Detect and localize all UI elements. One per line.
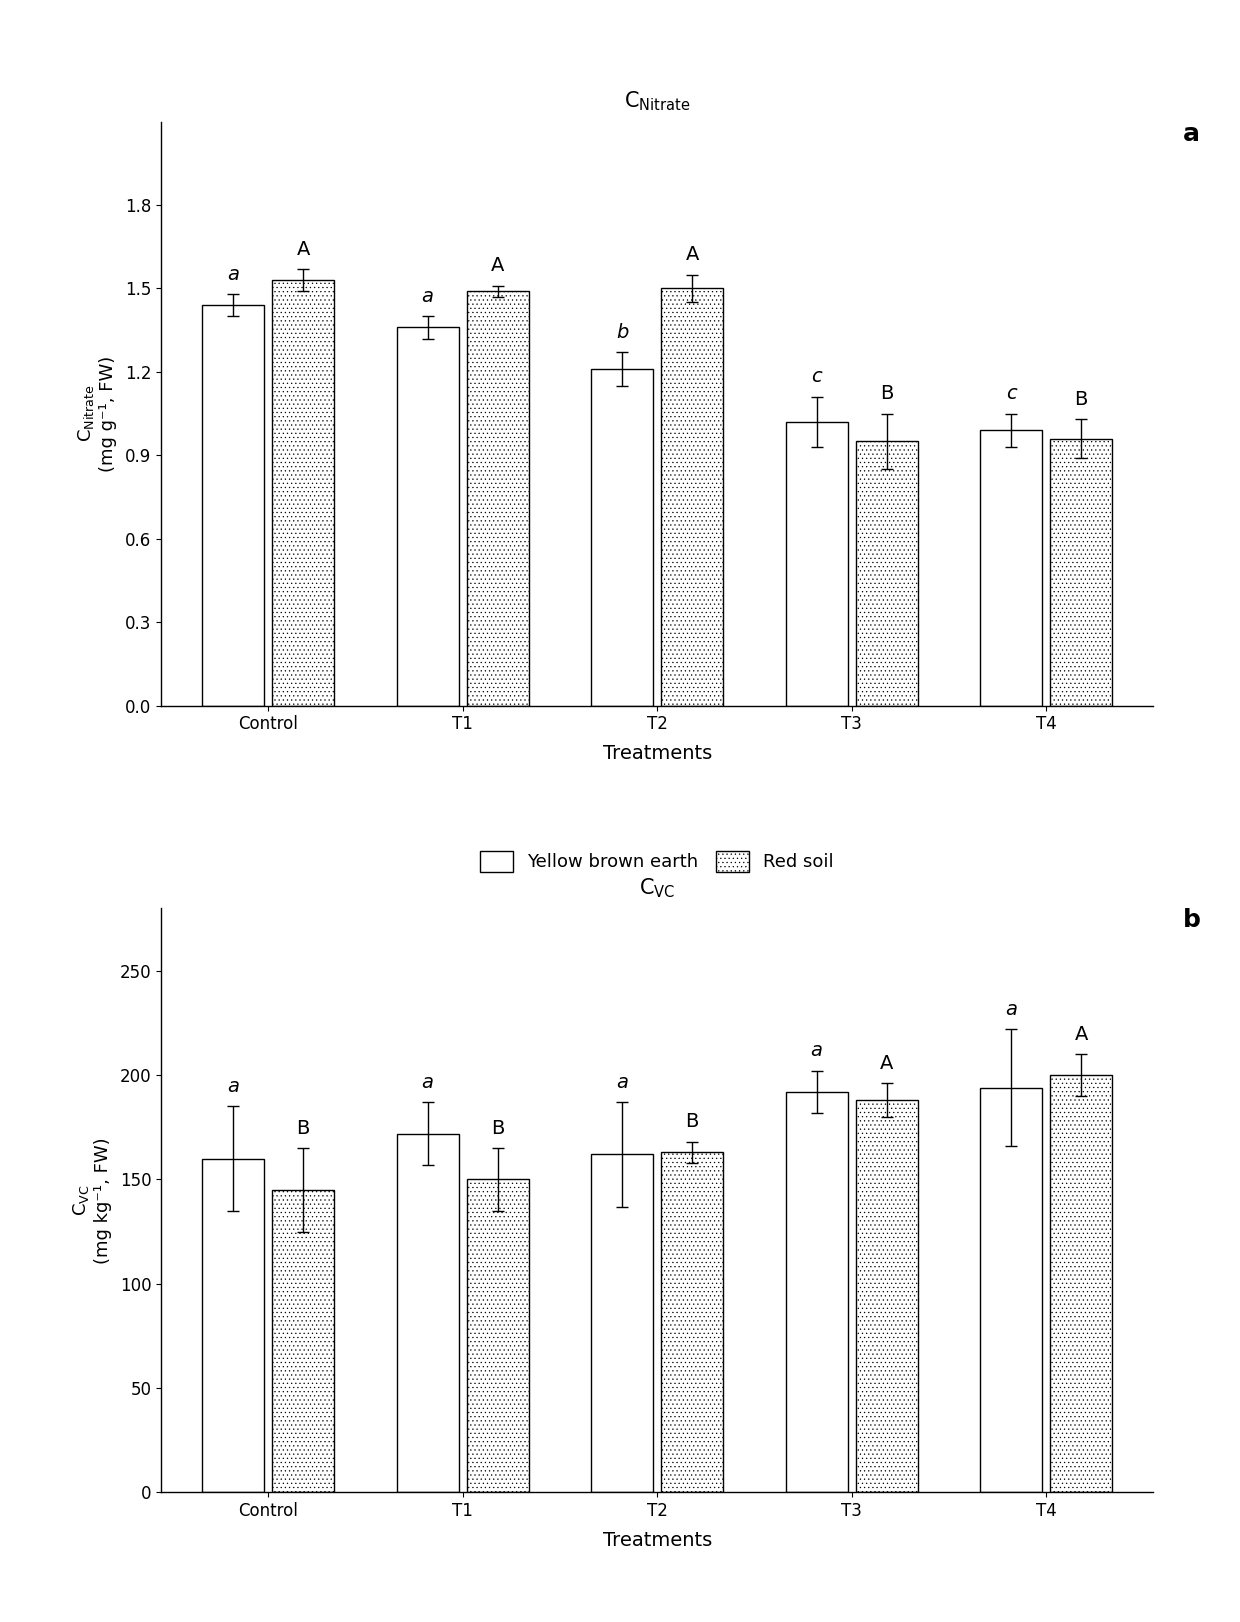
Text: b: b [616, 323, 629, 342]
Bar [1050, 438, 1112, 706]
Y-axis label: $\mathregular{C_{Nitrate}}$
(mg g⁻¹, FW): $\mathregular{C_{Nitrate}}$ (mg g⁻¹, FW) [76, 355, 117, 472]
Text: a: a [227, 264, 239, 284]
Text: B: B [491, 1119, 505, 1137]
Text: a: a [1006, 999, 1017, 1019]
Text: a: a [227, 1077, 239, 1096]
Legend: Yellow brown earth, Red soil: Yellow brown earth, Red soil [480, 852, 835, 871]
Text: A: A [491, 256, 505, 276]
Bar [591, 370, 653, 706]
Bar [856, 441, 918, 706]
Text: c: c [1006, 384, 1017, 404]
Bar [661, 289, 723, 706]
Text: A: A [686, 245, 699, 264]
X-axis label: Treatments: Treatments [603, 744, 712, 764]
Text: a: a [1183, 122, 1200, 146]
Bar [661, 1152, 723, 1492]
Text: a: a [422, 1072, 434, 1092]
Text: a: a [811, 1041, 822, 1061]
Text: A: A [296, 240, 310, 258]
Bar [466, 292, 528, 706]
Bar [272, 281, 335, 706]
X-axis label: Treatments: Treatments [603, 1531, 712, 1551]
Text: b: b [1183, 908, 1200, 933]
Text: a: a [422, 287, 434, 307]
Text: A: A [1075, 1025, 1087, 1045]
Bar [980, 430, 1043, 706]
Text: c: c [811, 368, 822, 386]
Bar [591, 1155, 653, 1492]
Title: $\mathregular{C_{VC}}$: $\mathregular{C_{VC}}$ [639, 876, 676, 900]
Bar [786, 422, 848, 706]
Text: A: A [880, 1054, 893, 1074]
Y-axis label: $\mathregular{C_{VC}}$
(mg kg⁻¹, FW): $\mathregular{C_{VC}}$ (mg kg⁻¹, FW) [71, 1137, 112, 1264]
Bar [466, 1179, 528, 1492]
Bar [202, 1158, 264, 1492]
Bar [202, 305, 264, 706]
Bar [397, 1134, 459, 1492]
Text: B: B [686, 1113, 699, 1132]
Bar [980, 1088, 1043, 1492]
Text: B: B [880, 384, 893, 404]
Text: B: B [296, 1119, 310, 1137]
Text: a: a [616, 1072, 629, 1092]
Title: $\mathregular{C_{Nitrate}}$: $\mathregular{C_{Nitrate}}$ [624, 89, 691, 114]
Bar [856, 1100, 918, 1492]
Bar [786, 1092, 848, 1492]
Bar [1050, 1075, 1112, 1492]
Bar [397, 328, 459, 706]
Bar [272, 1191, 335, 1492]
Text: B: B [1075, 389, 1087, 409]
